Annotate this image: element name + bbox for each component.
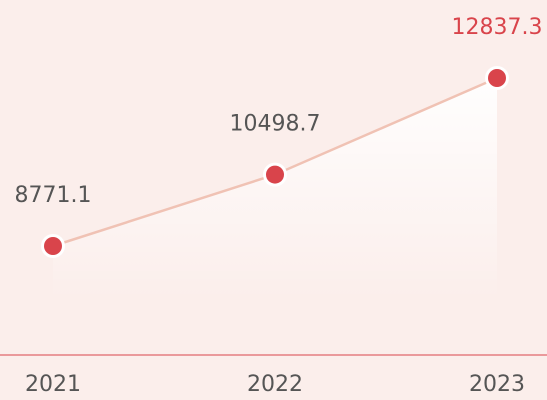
- x-tick-label: 2023: [469, 372, 525, 397]
- x-tick-label: 2022: [247, 372, 303, 397]
- point: [266, 165, 284, 184]
- data-label: 10498.7: [230, 112, 321, 137]
- data-label: 8771.1: [15, 183, 92, 208]
- line-area: [53, 78, 497, 300]
- point: [488, 69, 506, 87]
- data-label: 12837.3: [452, 15, 543, 40]
- x-tick-label: 2021: [25, 372, 81, 397]
- point: [44, 237, 62, 255]
